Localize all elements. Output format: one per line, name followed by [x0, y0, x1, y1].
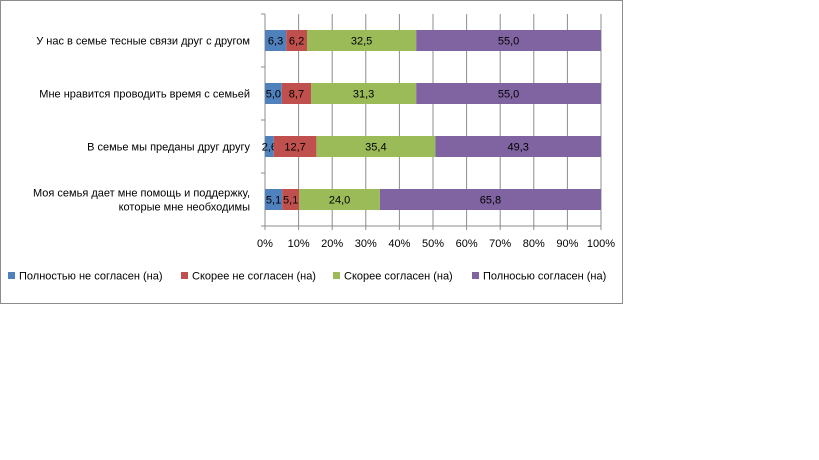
data-label: 6,2: [289, 36, 304, 48]
category-label: У нас в семье тесные связи друг с другом: [36, 36, 250, 48]
data-label: 6,3: [268, 36, 283, 48]
legend-label: Скорее не согласен (на): [192, 271, 316, 283]
x-tick-label: 40%: [388, 238, 410, 250]
data-label: 2,6: [262, 142, 277, 154]
legend-swatch: [8, 272, 15, 279]
bar-segment: [281, 83, 312, 104]
x-tick-label: 0%: [257, 238, 273, 250]
x-tick-label: 80%: [523, 238, 545, 250]
x-tick-label: 60%: [456, 238, 478, 250]
bar-segment: [265, 189, 283, 210]
data-label: 55,0: [498, 89, 519, 101]
bar-segment: [316, 136, 436, 157]
data-label: 31,3: [353, 89, 374, 101]
legend-label: Полностью не согласен (на): [19, 271, 163, 283]
legend-swatch: [472, 272, 479, 279]
data-label: 55,0: [498, 36, 519, 48]
bar-segment: [416, 83, 601, 104]
bar-segment: [311, 83, 417, 104]
bar-segment: [282, 189, 300, 210]
bar-segment: [416, 30, 601, 51]
x-tick-label: 70%: [489, 238, 511, 250]
data-label: 8,7: [289, 89, 304, 101]
data-label: 32,5: [351, 36, 372, 48]
category-label: Мне нравится проводить время с семьей: [39, 89, 250, 101]
data-label: 5,1: [283, 195, 298, 207]
x-tick-label: 20%: [321, 238, 343, 250]
bar-segment: [265, 30, 287, 51]
legend-label: Полносью согласен (на): [483, 271, 606, 283]
legend-swatch: [181, 272, 188, 279]
legend-label: Скорее согласен (на): [344, 271, 453, 283]
data-label: 24,0: [329, 195, 350, 207]
data-label: 5,1: [266, 195, 281, 207]
bar-segment: [265, 83, 282, 104]
bar-segment: [307, 30, 417, 51]
category-label: которые мне необходимы: [119, 202, 250, 214]
bar-segment: [286, 30, 307, 51]
data-label: 49,3: [507, 142, 528, 154]
bar-segment: [435, 136, 601, 157]
category-label: В семье мы преданы друг другу: [87, 142, 250, 154]
legend-swatch: [333, 272, 340, 279]
x-tick-label: 10%: [288, 238, 310, 250]
category-label: Моя семья дает мне помощь и поддержку,: [33, 188, 250, 200]
bar-segment: [299, 189, 380, 210]
bar-segment: [273, 136, 317, 157]
data-label: 5,0: [266, 89, 281, 101]
bar-segment: [379, 189, 601, 210]
data-label: 35,4: [365, 142, 386, 154]
x-tick-label: 100%: [587, 238, 615, 250]
bar-segment: [265, 136, 274, 157]
x-tick-label: 50%: [422, 238, 444, 250]
x-tick-label: 30%: [355, 238, 377, 250]
data-label: 65,8: [480, 195, 501, 207]
x-tick-label: 90%: [556, 238, 578, 250]
data-label: 12,7: [284, 142, 305, 154]
